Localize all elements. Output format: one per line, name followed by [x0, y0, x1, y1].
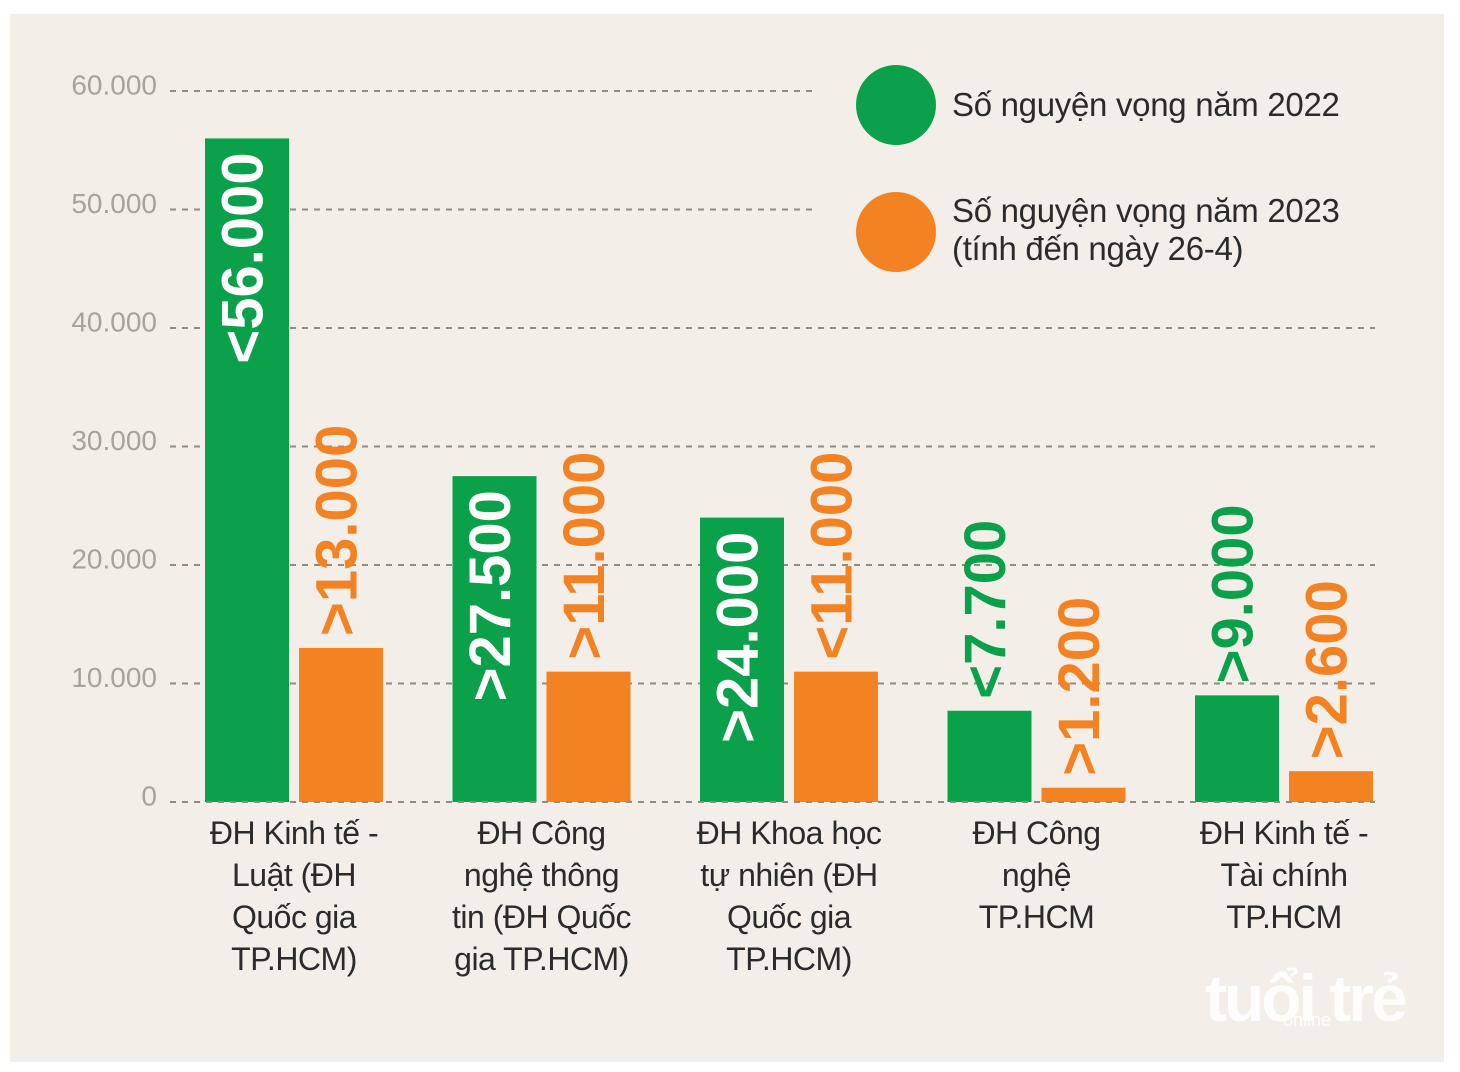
bar: [299, 647, 383, 802]
bar: [1041, 787, 1126, 802]
value-label: >9.000: [1200, 504, 1265, 683]
bar: [452, 476, 537, 802]
value-label: >27.500: [458, 490, 523, 701]
bar: [546, 671, 631, 802]
watermark: tuổi trẻ: [1205, 961, 1408, 1035]
bar: [205, 138, 289, 802]
legend-label: Số nguyện vọng năm 2022: [952, 86, 1340, 123]
x-tick-label: ĐH Khoa học tự nhiên (ĐH Quốc gia TP.HCM…: [696, 815, 882, 977]
bar: [947, 710, 1032, 802]
bar: [700, 517, 784, 802]
value-label: >2.600: [1294, 580, 1359, 759]
x-tick-label: ĐH Công nghệ thông tin (ĐH Quốc gia TP.H…: [452, 815, 631, 977]
y-tick-label: 40.000: [71, 306, 157, 337]
legend-label: Số nguyện vọng năm 2023 (tính đến ngày 2…: [952, 192, 1340, 267]
value-label: >1.200: [1047, 597, 1112, 776]
value-label: <56.000: [210, 152, 275, 363]
x-tick-label: ĐH Công nghệ TP.HCM: [972, 815, 1101, 935]
y-tick-label: 0: [141, 780, 157, 811]
y-tick-label: 60.000: [71, 69, 157, 100]
bar: [1289, 771, 1373, 802]
y-tick-label: 20.000: [71, 543, 157, 574]
watermark-sub: online: [1283, 1010, 1332, 1030]
y-tick-label: 10.000: [71, 662, 157, 693]
value-label: <7.700: [953, 520, 1018, 699]
value-label: >11.000: [552, 452, 617, 660]
value-label: >13.000: [304, 425, 369, 636]
bar: [794, 671, 878, 802]
value-label: >24.000: [705, 532, 770, 743]
x-tick-label: ĐH Kinh tế - Tài chính TP.HCM: [1199, 815, 1369, 935]
y-tick-label: 50.000: [71, 188, 157, 219]
y-tick-label: 30.000: [71, 425, 157, 456]
x-tick-label: ĐH Kinh tế - Luật (ĐH Quốc gia TP.HCM): [209, 815, 379, 977]
bar: [1195, 695, 1279, 802]
value-label: <11.000: [799, 452, 864, 660]
legend-swatch: [856, 192, 936, 272]
legend-swatch: [856, 65, 936, 145]
